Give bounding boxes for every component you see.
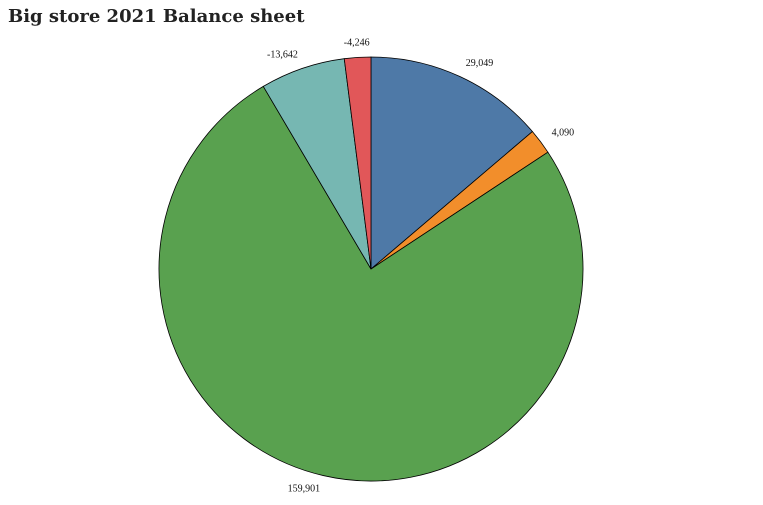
pie-slice <box>343 56 372 270</box>
pie-slices <box>158 56 584 482</box>
pie-labels: 29,049 4,090 159,901 -13,642 -4,246 <box>267 38 574 495</box>
pie-slice <box>370 56 533 270</box>
slice-label: -4,246 <box>344 38 370 49</box>
chart-title: Big store 2021 Balance sheet <box>8 6 305 27</box>
pie-slice <box>158 85 584 482</box>
slice-label: 159,901 <box>288 483 321 494</box>
slice-label: 4,090 <box>552 128 575 139</box>
slice-label: 29,049 <box>466 58 494 69</box>
slice-label: -13,642 <box>267 49 298 60</box>
